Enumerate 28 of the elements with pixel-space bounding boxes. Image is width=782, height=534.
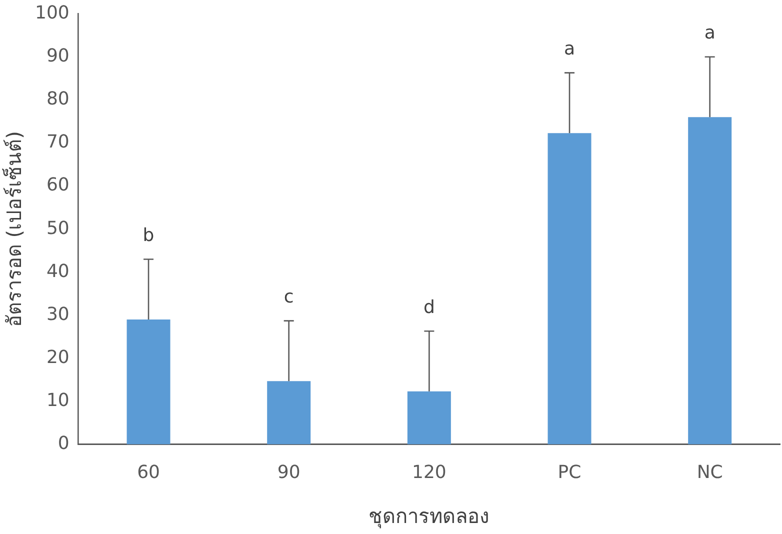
y-tick-label: 20 <box>46 346 70 368</box>
x-tick-label: NC <box>696 462 723 483</box>
x-tick-label: 60 <box>137 462 160 483</box>
x-tick-label: 90 <box>277 462 300 483</box>
bar <box>267 381 311 444</box>
annotation: b <box>142 224 154 246</box>
x-axis-title: ชุดการทดลอง <box>368 504 490 530</box>
y-tick-label: 0 <box>58 433 70 454</box>
annotation: c <box>284 286 294 308</box>
y-tick-label: 90 <box>46 46 70 67</box>
x-tick-label: 120 <box>412 462 446 483</box>
x-tick-label: PC <box>558 462 582 483</box>
annotation: a <box>704 22 716 44</box>
y-tick-label: 70 <box>46 132 70 153</box>
y-tick-label: 50 <box>46 218 70 239</box>
y-tick-label: 80 <box>46 88 70 110</box>
y-tick-label: 10 <box>46 390 70 412</box>
y-tick-label: 30 <box>46 304 70 325</box>
y-tick-label: 100 <box>34 2 70 24</box>
bar <box>548 133 592 444</box>
annotation: a <box>564 38 576 60</box>
y-tick-label: 40 <box>46 260 70 282</box>
bar <box>688 117 732 444</box>
bar <box>407 391 451 444</box>
y-axis-title: อัตรารอด (เปอร์เซ็นต์) <box>1 131 26 328</box>
bar <box>126 320 170 444</box>
annotation: d <box>423 296 435 318</box>
y-tick-label: 60 <box>46 174 70 196</box>
